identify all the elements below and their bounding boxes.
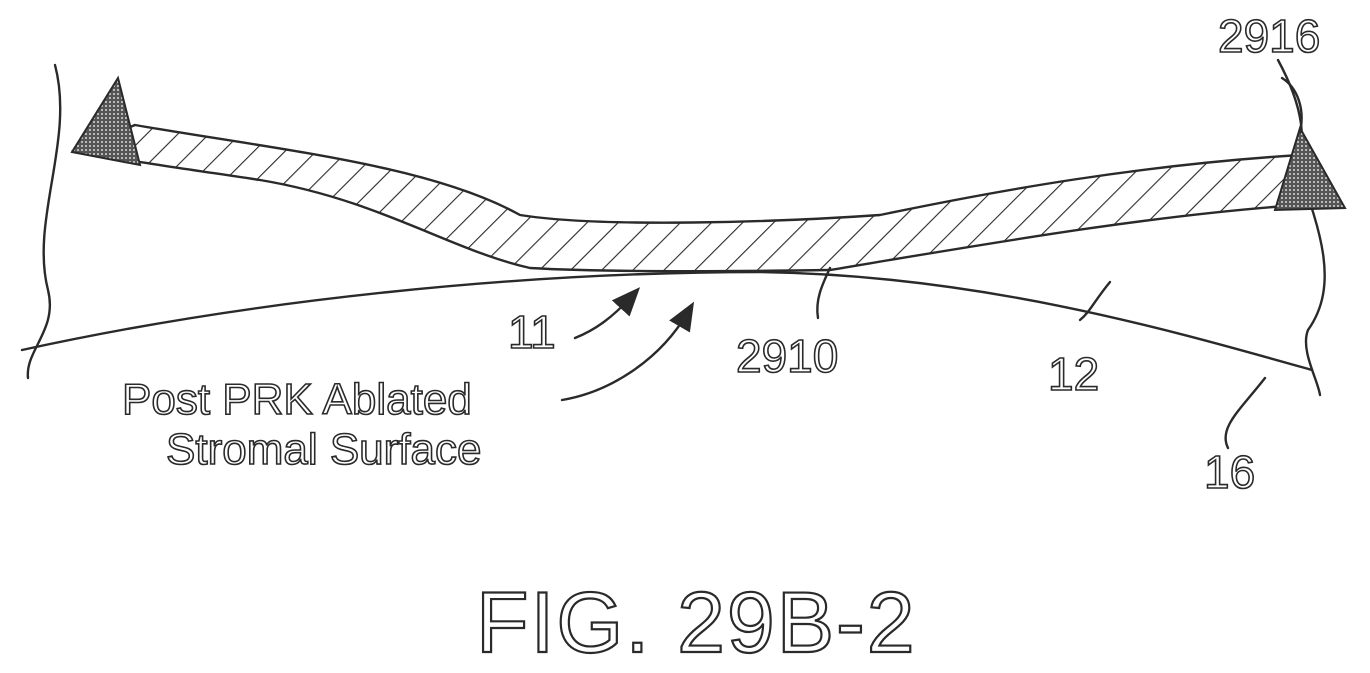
hatched-layer (75, 125, 1300, 271)
caption-line-1: Post PRK Ablated (122, 375, 472, 424)
label-11: 11 (508, 306, 556, 358)
caption-line-2: Stromal Surface (166, 425, 481, 474)
label-16: 16 (1204, 446, 1255, 498)
label-2916: 2916 (1218, 10, 1320, 62)
leader-16 (1226, 378, 1265, 448)
arrow-11 (575, 296, 632, 338)
leader-2916 (1282, 78, 1302, 132)
arrow-caption (562, 312, 688, 400)
label-2910: 2910 (736, 330, 838, 382)
left-break-line (28, 65, 60, 378)
left-edge-triangle (72, 78, 140, 165)
stromal-curve (22, 272, 1312, 370)
label-12: 12 (1048, 348, 1099, 400)
figure-title: FIG. 29B-2 (476, 575, 917, 671)
